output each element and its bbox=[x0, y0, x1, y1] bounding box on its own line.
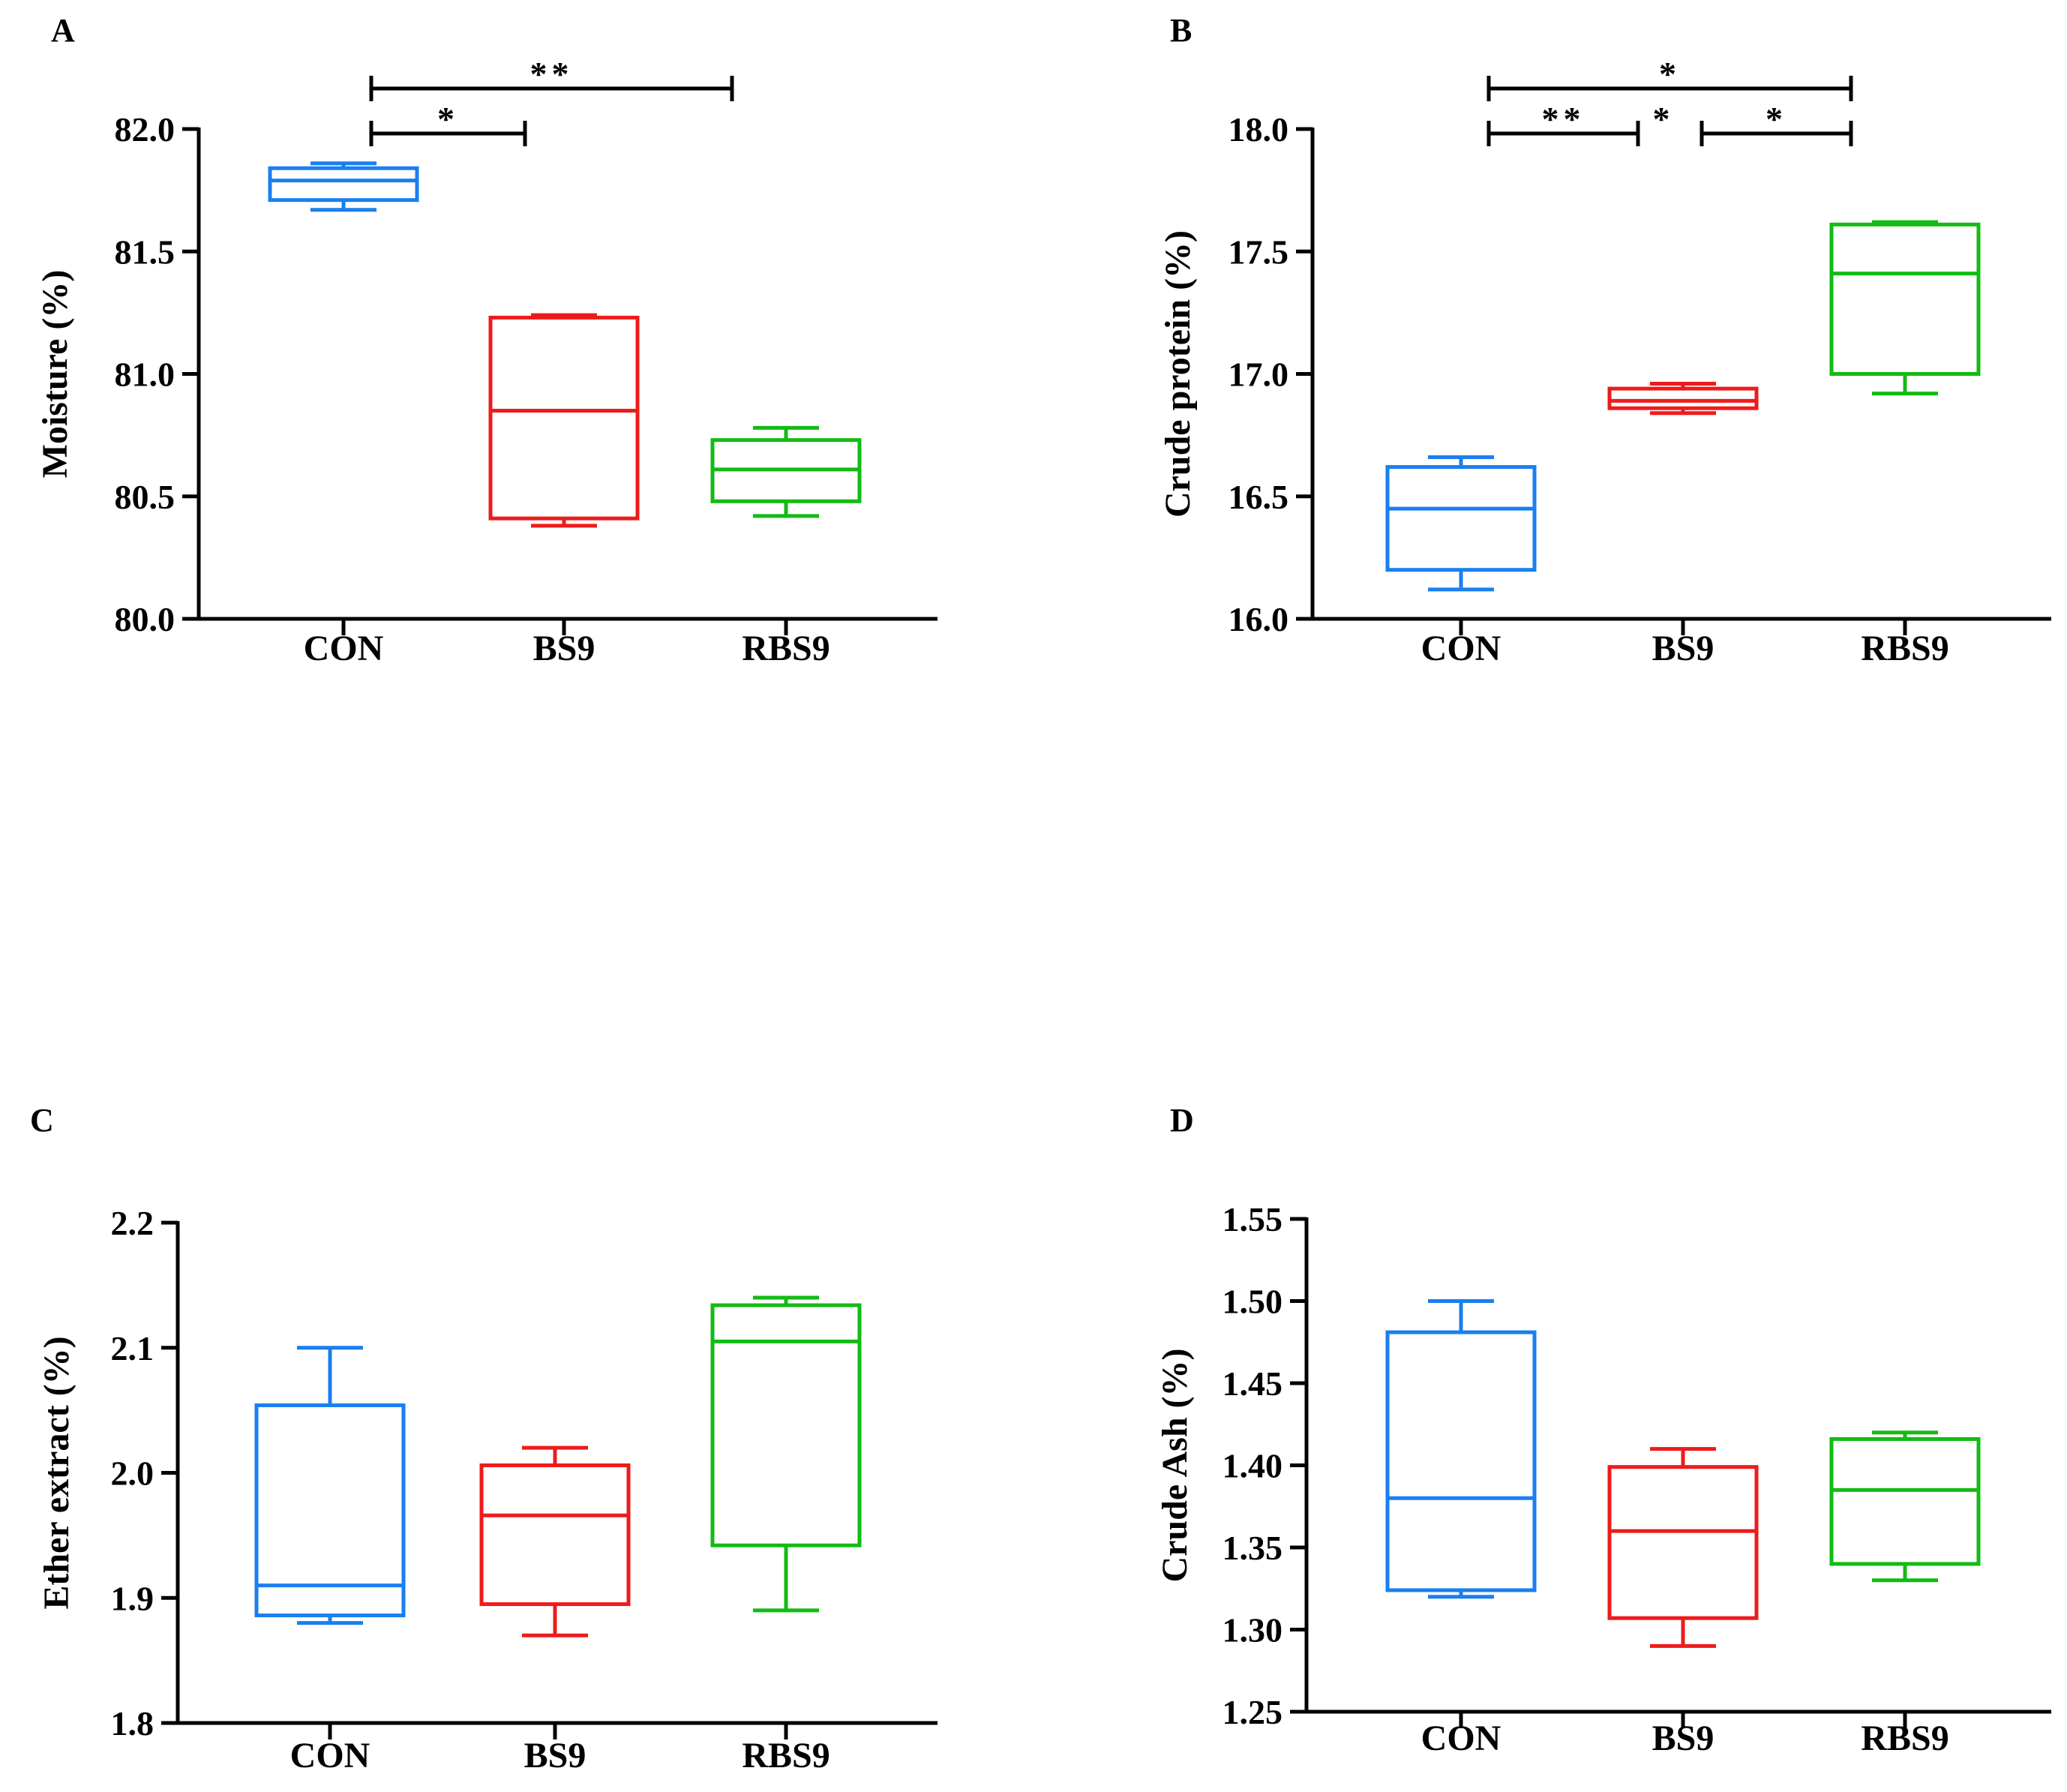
box-rbs9 bbox=[710, 1295, 862, 1613]
box-bs9 bbox=[1607, 382, 1759, 416]
significance-bracket bbox=[369, 121, 527, 146]
panel-a: A 80.0 80.5 81.0 81.5 82.0 Moisture (%) CON BS9 R… bbox=[35, 12, 938, 668]
panel-letter: C bbox=[30, 1102, 54, 1139]
x-category-label: CON bbox=[304, 629, 384, 668]
y-tick-label: 1.8 bbox=[111, 1704, 154, 1742]
y-tick-label: 2.0 bbox=[111, 1454, 154, 1493]
box-con bbox=[268, 161, 419, 212]
y-tick-label: 81.0 bbox=[115, 356, 176, 394]
y-axis-title: Ether extract (%) bbox=[37, 1336, 76, 1609]
significance-bracket bbox=[369, 76, 734, 101]
box-iqr bbox=[254, 1403, 406, 1618]
box-iqr bbox=[1829, 1436, 1981, 1566]
box-con bbox=[1385, 1299, 1537, 1599]
y-axis-title: Crude protein (%) bbox=[1158, 230, 1198, 518]
box-con bbox=[1385, 455, 1537, 592]
y-tick-label: 17.5 bbox=[1228, 233, 1289, 271]
box-iqr bbox=[1385, 465, 1537, 572]
y-tick-label: 1.50 bbox=[1222, 1283, 1283, 1321]
box-bs9 bbox=[1607, 1447, 1759, 1648]
significance-label: ** bbox=[1542, 100, 1586, 138]
y-tick-label: 1.25 bbox=[1222, 1693, 1283, 1731]
box-iqr bbox=[488, 315, 640, 521]
significance-label: * bbox=[1659, 55, 1681, 93]
box-iqr bbox=[1607, 386, 1759, 410]
x-category-label: RBS9 bbox=[1861, 1718, 1948, 1758]
box-iqr bbox=[710, 1303, 862, 1547]
panel-b: B 16.0 16.5 17.0 17.5 18.0 Crude protein (%) CO… bbox=[1158, 12, 2051, 668]
box-bs9 bbox=[479, 1445, 631, 1637]
box-iqr bbox=[1385, 1330, 1537, 1592]
y-tick-label: 80.0 bbox=[115, 600, 176, 638]
panel-letter: A bbox=[51, 12, 75, 49]
y-axis-title: Moisture (%) bbox=[35, 270, 75, 479]
significance-bracket bbox=[1486, 76, 1853, 101]
box-rbs9 bbox=[1829, 1430, 1981, 1583]
box-iqr bbox=[479, 1463, 631, 1607]
panel-d: D 1.25 1.30 1.35 1.40 1.45 1.50 1.55 Crude Ash (… bbox=[1155, 1102, 2051, 1758]
y-tick-label: 16.0 bbox=[1228, 600, 1289, 638]
significance-label: * bbox=[1653, 100, 1670, 138]
box-rbs9 bbox=[710, 425, 862, 518]
x-category-label: RBS9 bbox=[742, 629, 830, 668]
y-tick-label: 1.30 bbox=[1222, 1611, 1283, 1649]
x-category-label: CON bbox=[1421, 1718, 1502, 1758]
box-iqr bbox=[1829, 222, 1981, 376]
y-tick-label: 81.5 bbox=[115, 233, 176, 271]
y-tick-label: 18.0 bbox=[1228, 110, 1289, 149]
x-category-label: BS9 bbox=[1652, 1718, 1714, 1758]
x-category-label: RBS9 bbox=[1861, 629, 1948, 668]
x-category-label: BS9 bbox=[524, 1736, 586, 1775]
y-tick-label: 82.0 bbox=[115, 110, 176, 149]
significance-label: ** bbox=[530, 55, 574, 93]
significance-label: * bbox=[1766, 100, 1787, 138]
significance-bracket bbox=[1700, 121, 1853, 146]
box-bs9 bbox=[488, 313, 640, 528]
box-iqr bbox=[1607, 1465, 1759, 1620]
x-category-label: RBS9 bbox=[742, 1736, 830, 1775]
y-tick-label: 16.5 bbox=[1228, 478, 1289, 516]
x-category-label: CON bbox=[290, 1736, 370, 1775]
y-tick-label: 2.1 bbox=[111, 1329, 154, 1367]
y-tick-label: 1.45 bbox=[1222, 1364, 1283, 1403]
x-category-label: BS9 bbox=[1652, 629, 1714, 668]
significance-bracket bbox=[1486, 121, 1640, 146]
significance-label: * bbox=[437, 100, 459, 138]
y-tick-label: 2.2 bbox=[111, 1204, 154, 1242]
y-tick-label: 80.5 bbox=[115, 478, 176, 516]
y-axis-title: Crude Ash (%) bbox=[1155, 1348, 1195, 1582]
panel-c: C 1.8 1.9 2.0 2.1 2.2 Ether extract (%) CON BS9 R… bbox=[30, 1102, 938, 1775]
y-tick-label: 1.9 bbox=[111, 1579, 154, 1617]
box-iqr bbox=[268, 166, 419, 203]
y-tick-label: 1.40 bbox=[1222, 1447, 1283, 1485]
y-tick-label: 1.35 bbox=[1222, 1529, 1283, 1567]
x-category-label: CON bbox=[1421, 629, 1502, 668]
y-tick-label: 1.55 bbox=[1222, 1200, 1283, 1238]
panel-letter: D bbox=[1170, 1102, 1194, 1139]
x-category-label: BS9 bbox=[533, 629, 596, 668]
box-con bbox=[254, 1346, 406, 1625]
y-tick-label: 17.0 bbox=[1228, 356, 1289, 394]
box-rbs9 bbox=[1829, 220, 1981, 396]
panel-letter: B bbox=[1170, 12, 1192, 49]
